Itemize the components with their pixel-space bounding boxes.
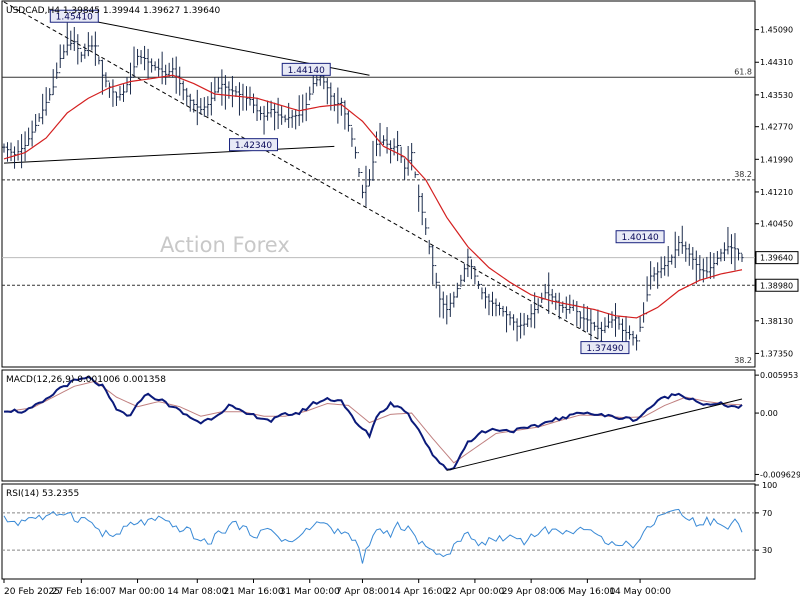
annotation-box-3 bbox=[615, 230, 665, 244]
annotation-label-3: 1.40140 bbox=[621, 233, 658, 243]
price-tick-label: 1.38980 bbox=[760, 281, 793, 290]
annotation-label-0: 1.45410 bbox=[56, 13, 93, 23]
price-axis: 1.45090 1.44310 1.43530 1.42770 1.41990 1.412… bbox=[755, 26, 799, 358]
rsi-tick-label: 100 bbox=[762, 481, 777, 490]
time-tick-label: 6 May 16:00 bbox=[559, 587, 615, 597]
time-tick-label: 14 May 00:00 bbox=[609, 587, 671, 597]
fib-label-bottom: 38.2 bbox=[734, 356, 752, 365]
price-tick-label: 1.42770 bbox=[760, 123, 793, 132]
price-label-box bbox=[755, 278, 799, 292]
time-tick-label: 22 Apr 00:00 bbox=[446, 587, 505, 597]
price-bars bbox=[2, 22, 744, 354]
macd-trendline bbox=[446, 398, 743, 471]
price-tick-label: 1.41990 bbox=[760, 155, 793, 164]
price-tick-label: 1.39640 bbox=[760, 254, 793, 263]
price-horizontal-levels: 61.8 38.2 38.2 bbox=[2, 67, 755, 365]
price-panel-frame bbox=[1, 0, 756, 368]
rsi-tick-label: 70 bbox=[762, 509, 772, 518]
price-tick-label: 1.44310 bbox=[760, 58, 793, 67]
rsi-panel-frame bbox=[1, 483, 756, 580]
rsi-panel-title: RSI(14) 53.2355 bbox=[6, 489, 79, 499]
price-annotations: 1.45410 1.44140 1.42340 1.40140 1.37490 bbox=[49, 9, 665, 355]
macd-axis: 0.005953 0.00 -0.009629 bbox=[755, 371, 800, 479]
ma-polyline bbox=[3, 74, 743, 319]
price-tick-label: 1.40450 bbox=[760, 220, 793, 229]
macd-panel-frame bbox=[1, 369, 756, 482]
fib-label-0: 61.8 bbox=[734, 67, 752, 76]
macd-main-line bbox=[3, 375, 743, 471]
macd-tick-label: 0.005953 bbox=[760, 371, 798, 380]
rsi-tick-label: 30 bbox=[762, 546, 772, 555]
time-tick-label: 7 Mar 00:00 bbox=[110, 587, 165, 597]
macd-panel-title: MACD(12,26,9) 0.001006 0.001358 bbox=[6, 375, 166, 385]
annotation-box-4 bbox=[580, 341, 630, 355]
price-label-box bbox=[755, 251, 799, 265]
time-tick-label: 7 Apr 08:00 bbox=[336, 587, 389, 597]
macd-signal-line bbox=[3, 380, 743, 464]
time-tick-label: 27 Feb 16:00 bbox=[52, 587, 111, 597]
time-tick-label: 14 Apr 16:00 bbox=[389, 587, 448, 597]
time-tick-label: 20 Feb 2025 bbox=[4, 587, 60, 597]
time-tick-label: 31 Mar 00:00 bbox=[280, 587, 340, 597]
time-tick-label: 21 Mar 16:00 bbox=[223, 587, 283, 597]
annotation-label-1: 1.44140 bbox=[288, 66, 325, 76]
trendline-2 bbox=[3, 1, 606, 344]
price-panel-title: USDCAD,H4 1.39845 1.39944 1.39627 1.3964… bbox=[6, 6, 221, 16]
price-tick-label: 1.38130 bbox=[760, 317, 793, 326]
moving-average-line bbox=[3, 74, 743, 319]
price-tick-label: 1.41210 bbox=[760, 188, 793, 197]
watermark-text: Action Forex bbox=[160, 233, 290, 257]
fib-label-1: 38.2 bbox=[734, 170, 752, 179]
rsi-lines bbox=[2, 508, 755, 564]
price-tick-label: 1.45090 bbox=[760, 26, 793, 35]
rsi-axis: 100 70 30 bbox=[755, 481, 777, 555]
annotation-box-0 bbox=[49, 9, 99, 23]
annotation-label-2: 1.42340 bbox=[235, 141, 272, 151]
price-tick-label: 1.37350 bbox=[760, 349, 793, 358]
price-tick-label: 1.43530 bbox=[760, 91, 793, 100]
time-tick-label: 14 Mar 08:00 bbox=[167, 587, 227, 597]
trendline-0 bbox=[3, 145, 335, 164]
annotation-label-4: 1.37490 bbox=[586, 344, 623, 354]
rsi-line bbox=[3, 508, 743, 564]
annotation-box-2 bbox=[229, 138, 279, 152]
macd-lines bbox=[3, 375, 743, 471]
time-tick-label: 29 Apr 08:00 bbox=[502, 587, 561, 597]
macd-tick-label: -0.009629 bbox=[760, 470, 800, 479]
macd-tick-label: 0.00 bbox=[760, 409, 778, 418]
annotation-box-1 bbox=[281, 62, 331, 76]
